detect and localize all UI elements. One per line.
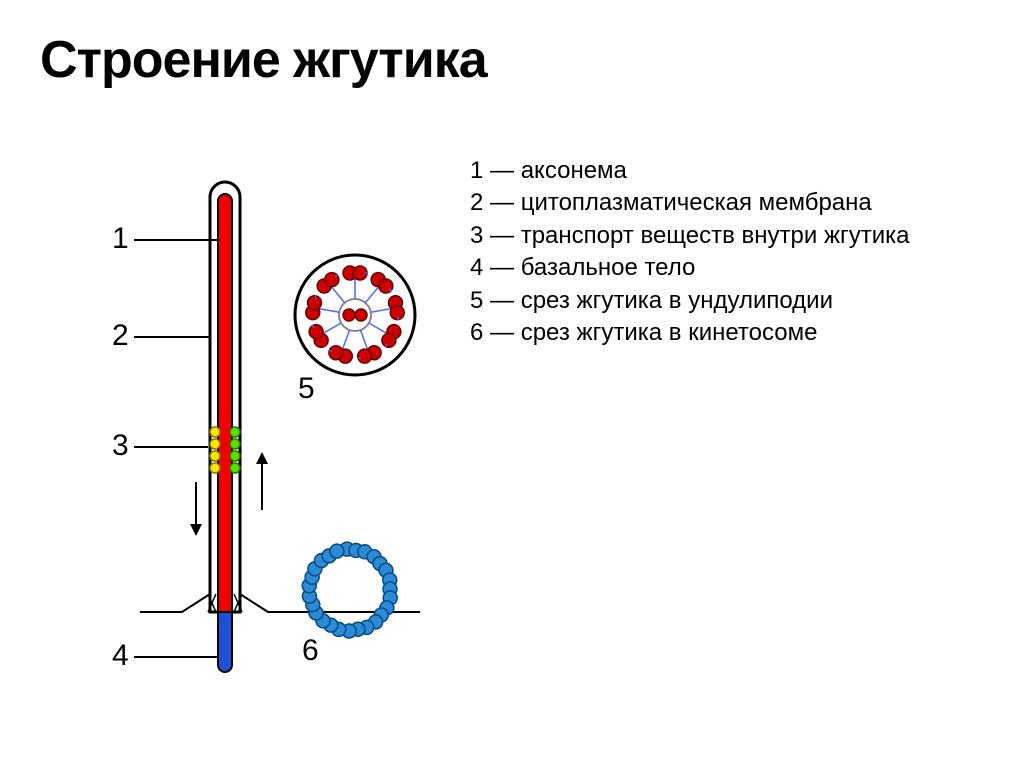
svg-text:3: 3: [112, 429, 129, 462]
legend-item: 1 — аксонема: [470, 155, 970, 187]
legend-text: транспорт веществ внутри жгутика: [521, 222, 910, 249]
legend-item: 4 — базальное тело: [470, 252, 970, 284]
legend-text: срез жгутика в кинетосоме: [521, 319, 818, 346]
svg-text:1: 1: [112, 222, 129, 255]
legend-item: 2 — цитоплазматическая мембрана: [470, 187, 970, 219]
legend-num: 3: [470, 222, 483, 249]
legend-text: срез жгутика в ундулиподии: [521, 287, 833, 314]
legend: 1 — аксонема 2 — цитоплазматическая мемб…: [470, 155, 970, 349]
legend-text: базальное тело: [521, 254, 696, 281]
legend-text: цитоплазматическая мембрана: [521, 189, 872, 216]
svg-text:5: 5: [298, 372, 315, 405]
svg-text:2: 2: [112, 319, 129, 352]
page-title: Строение жгутика: [40, 30, 487, 90]
legend-text: аксонема: [521, 157, 627, 184]
legend-item: 3 — транспорт веществ внутри жгутика: [470, 220, 970, 252]
legend-num: 4: [470, 254, 483, 281]
svg-text:6: 6: [302, 634, 319, 667]
svg-text:4: 4: [112, 639, 129, 672]
legend-num: 6: [470, 319, 483, 346]
legend-num: 1: [470, 157, 483, 184]
legend-item: 5 — срез жгутика в ундулиподии: [470, 285, 970, 317]
legend-num: 5: [470, 287, 483, 314]
legend-num: 2: [470, 189, 483, 216]
diagram: 1 2 3 4 5 6: [80, 170, 460, 730]
legend-item: 6 — срез жгутика в кинетосоме: [470, 317, 970, 349]
